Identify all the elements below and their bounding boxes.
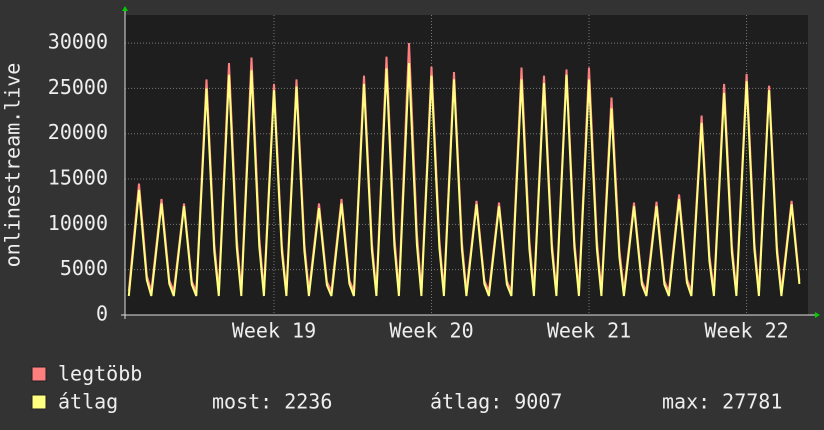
y-tick-label: 25000 <box>48 75 108 99</box>
stat-value: 2236 <box>284 390 332 414</box>
stat-value: 27781 <box>722 390 782 414</box>
arrow <box>815 312 820 318</box>
y-tick-label: 15000 <box>48 166 108 190</box>
x-tick-label: Week 20 <box>389 319 473 343</box>
stat-label: max: <box>662 390 710 414</box>
arrow <box>122 6 128 11</box>
y-tick-label: 5000 <box>60 256 108 280</box>
legend-swatch <box>31 366 47 382</box>
stat-value: 9007 <box>514 390 562 414</box>
y-tick-label: 10000 <box>48 211 108 235</box>
series-line <box>127 62 801 297</box>
y-tick-label: 0 <box>96 302 108 326</box>
stat-label: most: <box>212 390 272 414</box>
x-tick-label: Week 21 <box>547 319 631 343</box>
y-tick-label: 30000 <box>48 30 108 54</box>
y-tick-label: 20000 <box>48 120 108 144</box>
x-tick-label: Week 22 <box>704 319 788 343</box>
x-tick-label: Week 19 <box>232 319 316 343</box>
legend-swatch <box>31 394 47 410</box>
legend-label: legtöbb <box>58 362 142 386</box>
stat-label: átlag: <box>430 390 502 414</box>
y-axis-label: onlinestream.live <box>1 63 25 268</box>
legend-label: átlag <box>58 390 118 414</box>
